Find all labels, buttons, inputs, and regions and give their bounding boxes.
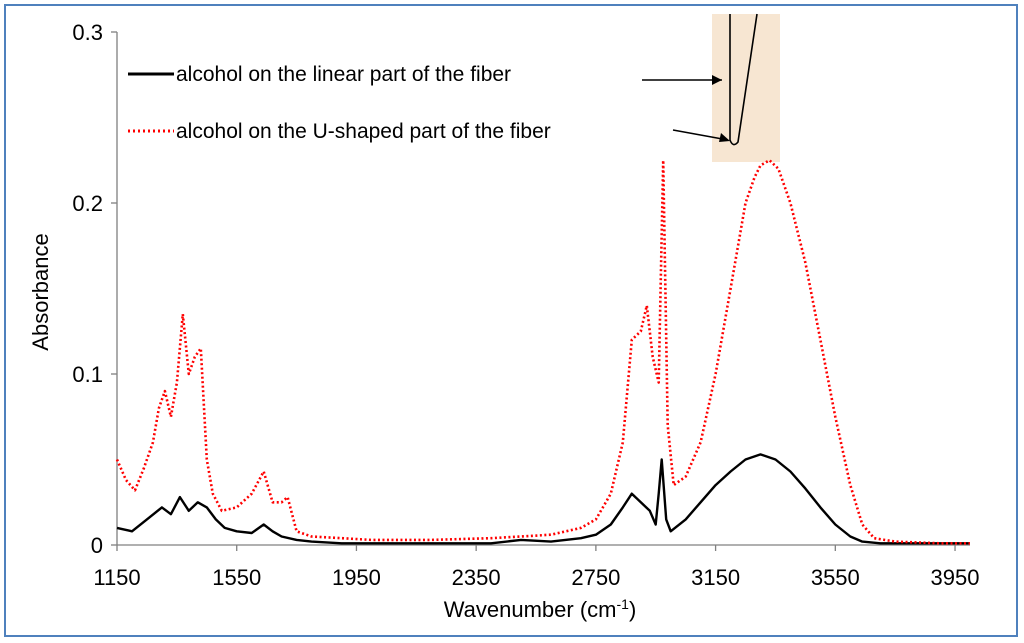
- y-axis-title: Absorbance: [28, 233, 53, 350]
- x-axis-title-sup: -1: [617, 596, 630, 612]
- y-tick-label: 0.3: [72, 20, 103, 45]
- chart-frame: [4, 4, 1018, 637]
- axes: 0 0.1 0.2 0.3 1150 1550 1950 2350 2750 3150 3550 39…: [72, 20, 979, 590]
- legend-label-linear: alcohol on the linear part of the fiber: [176, 63, 511, 86]
- x-tick-label: 3950: [931, 565, 980, 590]
- x-axis-title: Wavenumber (cm-1): [444, 596, 637, 622]
- x-tick-label: 1950: [332, 565, 381, 590]
- x-tick-label: 2750: [571, 565, 620, 590]
- arrow-linear-head: [712, 75, 722, 85]
- x-axis-title-main: Wavenumber (cm: [444, 597, 617, 622]
- y-tick-label: 0: [91, 533, 103, 558]
- x-tick-label: 1550: [212, 565, 261, 590]
- arrow-ushaped-head: [719, 133, 730, 142]
- legend: alcohol on the linear part of the fiber …: [128, 63, 730, 143]
- x-axis-title-end: ): [629, 597, 636, 622]
- series-line-linear: [116, 453, 970, 545]
- x-tick-label: 2350: [452, 565, 501, 590]
- x-tick-label: 3150: [691, 565, 740, 590]
- arrow-ushaped: [672, 129, 729, 141]
- legend-label-ushaped: alcohol on the U-shaped part of the fibe…: [176, 120, 551, 143]
- y-tick-label: 0.1: [72, 362, 103, 387]
- x-tick-label: 3550: [811, 565, 860, 590]
- fiber-sketch: [729, 13, 758, 146]
- x-tick-label: 1150: [93, 565, 140, 590]
- series-layer: [115, 159, 970, 545]
- series-line-ushaped: [115, 159, 970, 545]
- y-tick-label: 0.2: [72, 191, 103, 216]
